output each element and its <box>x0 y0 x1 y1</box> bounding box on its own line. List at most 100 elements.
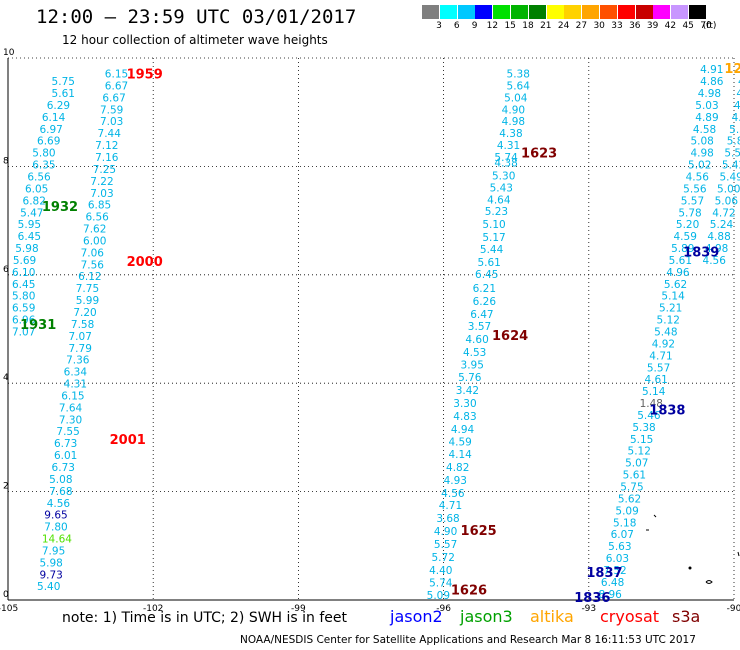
colorbar-swatch <box>475 5 493 19</box>
wave-height-value: 5.17 <box>482 232 505 244</box>
time-label: 1839 <box>683 245 719 260</box>
wave-height-value: 5.62 <box>618 493 641 505</box>
wave-height-value: 4.72 <box>712 207 735 219</box>
wave-height-value: 5.04 <box>504 92 528 104</box>
wave-height-value: 5.09 <box>615 505 638 517</box>
wave-height-value: 4.86 <box>700 76 724 88</box>
wave-height-value: 5.56 <box>724 148 740 160</box>
wave-height-value: 7.07 <box>69 331 92 343</box>
colorbar-label: 45 <box>682 21 694 31</box>
wave-height-value: 5.44 <box>480 244 504 256</box>
wave-height-value: 7.62 <box>83 224 106 236</box>
colorbar-label: 39 <box>646 21 659 31</box>
time-label: 2001 <box>110 433 146 448</box>
wave-height-value: 5.48 <box>654 327 677 339</box>
wave-height-value: 5.20 <box>676 219 699 231</box>
wave-height-value: 5.57 <box>434 539 457 551</box>
time-label: 1623 <box>521 147 557 162</box>
axis-frame <box>7 58 734 601</box>
wave-height-value: 7.44 <box>98 128 122 140</box>
y-tick-label: 8 <box>3 156 9 166</box>
colorbar-swatch <box>600 5 617 19</box>
wave-height-value: 6.15 <box>61 390 84 402</box>
wave-height-value: 5.06 <box>715 195 739 207</box>
wave-height-value: 4.71 <box>439 500 462 512</box>
wave-height-value: 4.14 <box>448 449 472 461</box>
wave-height-value: 6.97 <box>39 124 62 136</box>
wave-height-value: 4.71 <box>649 350 672 362</box>
colorbar-label: 12 <box>486 21 499 31</box>
wave-height-value: 7.56 <box>81 259 105 271</box>
wave-height-value: 5.61 <box>477 257 500 269</box>
wave-height-value: 6.45 <box>18 231 41 243</box>
y-tick-label: 2 <box>3 482 9 492</box>
wave-height-value: 4.59 <box>674 231 697 243</box>
wave-height-value: 6.45 <box>12 279 35 291</box>
wave-height-value: 4.31 <box>64 379 87 391</box>
wave-height-value: 6.21 <box>473 283 496 295</box>
time-label: 1837 <box>586 566 622 581</box>
wave-height-value: 6.03 <box>606 553 629 565</box>
wave-height-value: 7.03 <box>90 188 113 200</box>
wave-height-value: 5.18 <box>613 517 636 529</box>
wave-height-value: 6.56 <box>85 212 109 224</box>
wave-height-value: 4.94 <box>451 424 475 436</box>
wave-height-value: 7.36 <box>66 355 90 367</box>
wave-height-value: 3.57 <box>468 321 491 333</box>
wave-height-value: 4.56 <box>703 255 727 267</box>
wave-height-value: 5.95 <box>18 219 41 231</box>
wave-height-value: 5.40 <box>37 581 60 593</box>
wave-height-value: 5.61 <box>52 88 75 100</box>
x-tick-label: -96 <box>436 604 451 614</box>
wave-height-value: 5.42 <box>722 160 740 172</box>
wave-height-value: 6.01 <box>54 450 77 462</box>
colorbar-label: 6 <box>453 21 460 31</box>
wave-height-value: 5.30 <box>492 170 515 182</box>
wave-height-value: 6.14 <box>42 112 66 124</box>
wave-height-value: 5.15 <box>630 434 653 446</box>
wave-height-value: 5.80 <box>12 291 35 303</box>
wave-height-value: 5.80 <box>727 136 740 148</box>
time-label: 1624 <box>492 329 528 344</box>
wave-height-value: 7.80 <box>44 522 67 534</box>
time-labels: 1959 1932 2000 1931 2001 1201 1623 1624 1625 1626… <box>20 62 740 606</box>
wave-height-value: 5.56 <box>729 124 740 136</box>
wave-height-value: 8.96 <box>598 589 622 601</box>
colorbar-swatch <box>528 5 546 19</box>
wave-height-value: 5.64 <box>507 80 531 92</box>
wave-height-value: 7.22 <box>90 176 113 188</box>
wave-height-value: 6.34 <box>64 367 88 379</box>
wave-height-value: 6.07 <box>611 529 634 541</box>
colorbar-swatch <box>653 5 671 19</box>
wave-height-value: 5.08 <box>690 136 713 148</box>
wave-height-value: 4.90 <box>502 104 525 116</box>
wave-height-value: 4.82 <box>732 112 740 124</box>
wave-height-value: 5.08 <box>49 474 72 486</box>
y-tick-label: 0 <box>3 590 9 600</box>
colorbar-swatch <box>635 5 653 19</box>
colorbar-label: 42 <box>664 21 677 31</box>
wave-height-value: 4.88 <box>707 231 730 243</box>
wave-height-value: 5.74 <box>429 577 453 589</box>
wave-height-value: 6.69 <box>37 136 60 148</box>
y-tick-label: 4 <box>3 373 9 383</box>
wave-height-value: 5.12 <box>657 315 680 327</box>
page-title: 12:00 – 23:59 UTC 03/01/2017 <box>36 6 357 28</box>
wave-height-value: 5.98 <box>39 557 62 569</box>
wave-height-value: 4.58 <box>693 124 716 136</box>
colorbar-label: 33 <box>611 21 623 31</box>
wave-height-value: 5.57 <box>647 362 670 374</box>
wave-height-value: 5.14 <box>642 386 666 398</box>
wave-height-value: 4.59 <box>448 437 471 449</box>
satellite-legend-s3a: s3a <box>672 607 701 626</box>
wave-height-value: 6.10 <box>12 267 35 279</box>
colorbar-swatch <box>564 5 582 19</box>
colorbar-label: 36 <box>629 21 641 31</box>
wave-height-value: 4.91 <box>700 64 723 76</box>
wave-height-value: 5.61 <box>623 470 646 482</box>
wave-height-value: 5.75 <box>52 76 75 88</box>
wave-height-value: 6.67 <box>105 80 128 92</box>
colorbar-swatch <box>493 5 511 19</box>
wave-height-value: 5.76 <box>458 372 482 384</box>
wave-height-value: 5.80 <box>32 148 55 160</box>
